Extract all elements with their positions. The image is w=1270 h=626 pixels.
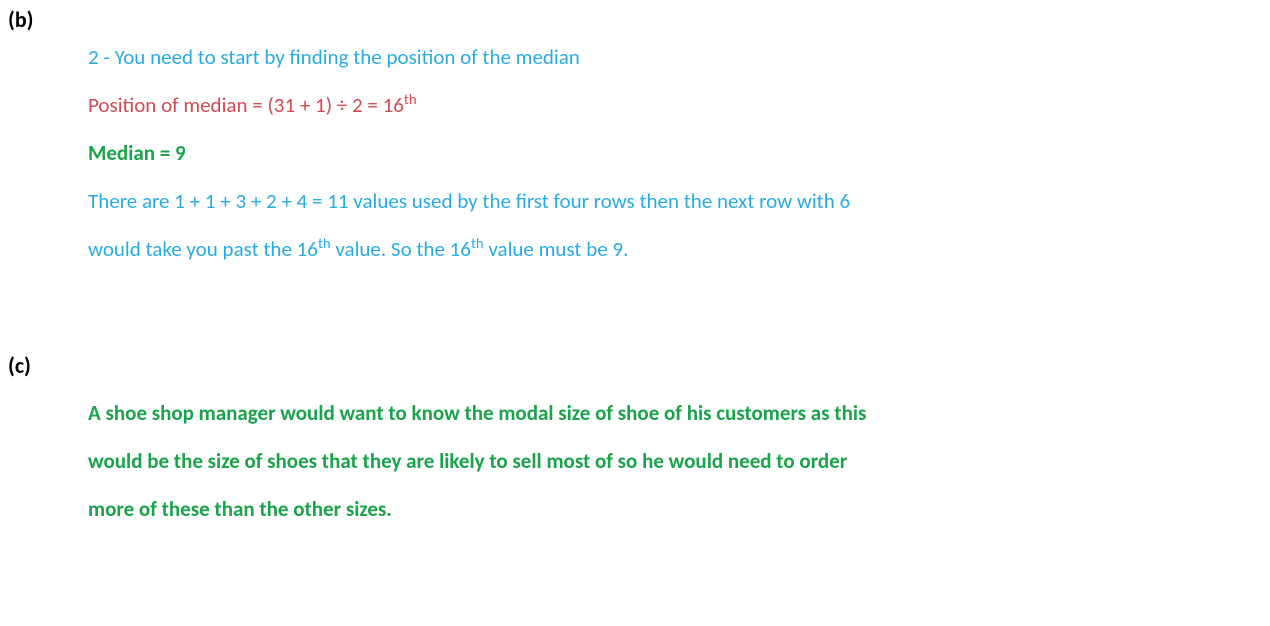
- ordinal-suffix: th: [318, 234, 331, 252]
- answer-line: Median = 9: [88, 132, 1230, 174]
- working-text-pre: Position of median = (31 + 1) ÷ 2 = 16: [88, 92, 404, 118]
- hint-text-post: value must be 9.: [484, 236, 629, 262]
- answer-line: more of these than the other sizes.: [88, 488, 1230, 530]
- part-b-label: (b): [8, 6, 34, 33]
- hint-text-pre: would take you past the 16: [88, 236, 318, 262]
- hint-line: 2 - You need to start by finding the pos…: [88, 36, 1230, 78]
- working-line: Position of median = (31 + 1) ÷ 2 = 16th: [88, 84, 1230, 126]
- answer-line: would be the size of shoes that they are…: [88, 440, 1230, 482]
- part-b-content: 2 - You need to start by finding the pos…: [88, 36, 1230, 276]
- ordinal-suffix: th: [404, 90, 417, 108]
- part-c-content: A shoe shop manager would want to know t…: [88, 392, 1230, 536]
- worked-solution-page: (b) 2 - You need to start by finding the…: [0, 0, 1270, 626]
- ordinal-suffix: th: [471, 234, 484, 252]
- part-c-label: (c): [8, 352, 31, 379]
- hint-text-mid: value. So the 16: [331, 236, 471, 262]
- hint-line: There are 1 + 1 + 3 + 2 + 4 = 11 values …: [88, 180, 1230, 222]
- hint-line: would take you past the 16th value. So t…: [88, 228, 1230, 270]
- answer-line: A shoe shop manager would want to know t…: [88, 392, 1230, 434]
